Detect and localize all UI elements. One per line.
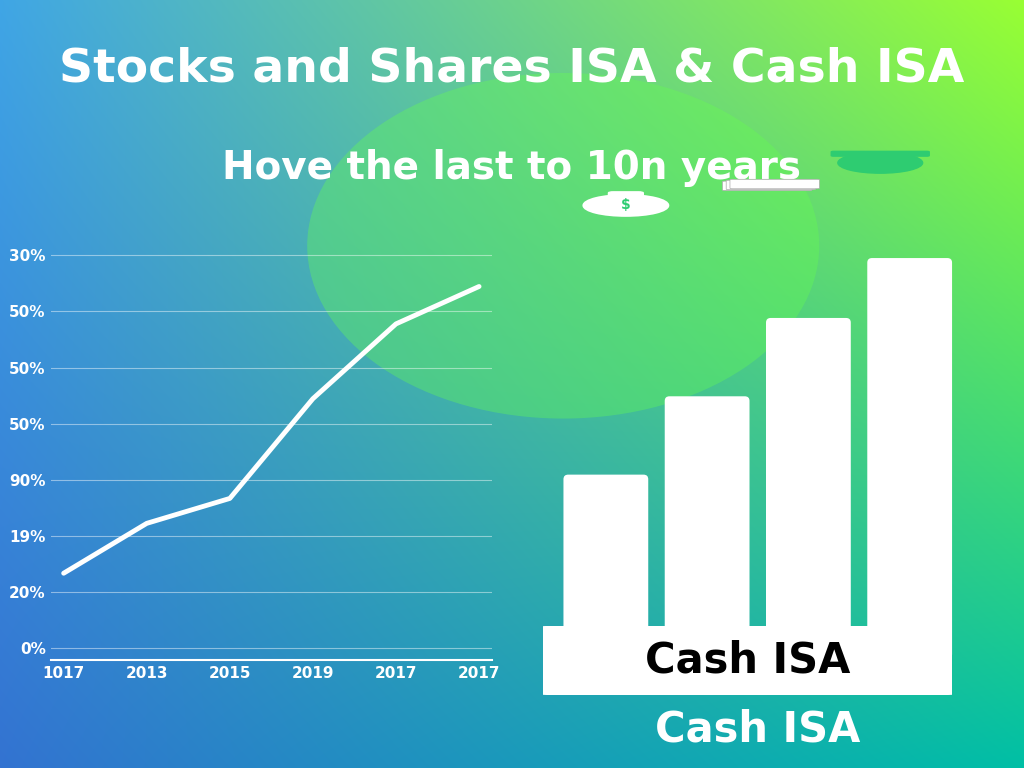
FancyBboxPatch shape	[608, 192, 643, 198]
FancyBboxPatch shape	[665, 396, 750, 659]
Text: Stocks and Shares ISA & Cash ISA: Stocks and Shares ISA & Cash ISA	[59, 46, 965, 91]
Circle shape	[838, 152, 923, 174]
FancyBboxPatch shape	[723, 181, 812, 190]
FancyBboxPatch shape	[563, 475, 648, 659]
Text: Cash ISA: Cash ISA	[645, 640, 850, 681]
FancyBboxPatch shape	[867, 258, 952, 659]
FancyBboxPatch shape	[726, 180, 816, 190]
Text: Hove the last to 10n years: Hove the last to 10n years	[222, 149, 802, 187]
FancyBboxPatch shape	[730, 179, 819, 189]
FancyBboxPatch shape	[530, 626, 965, 695]
Ellipse shape	[307, 73, 819, 419]
FancyBboxPatch shape	[831, 151, 929, 156]
Text: Cash ISA: Cash ISA	[655, 709, 860, 750]
FancyBboxPatch shape	[766, 318, 851, 659]
Text: $: $	[621, 198, 631, 213]
Circle shape	[584, 195, 669, 216]
